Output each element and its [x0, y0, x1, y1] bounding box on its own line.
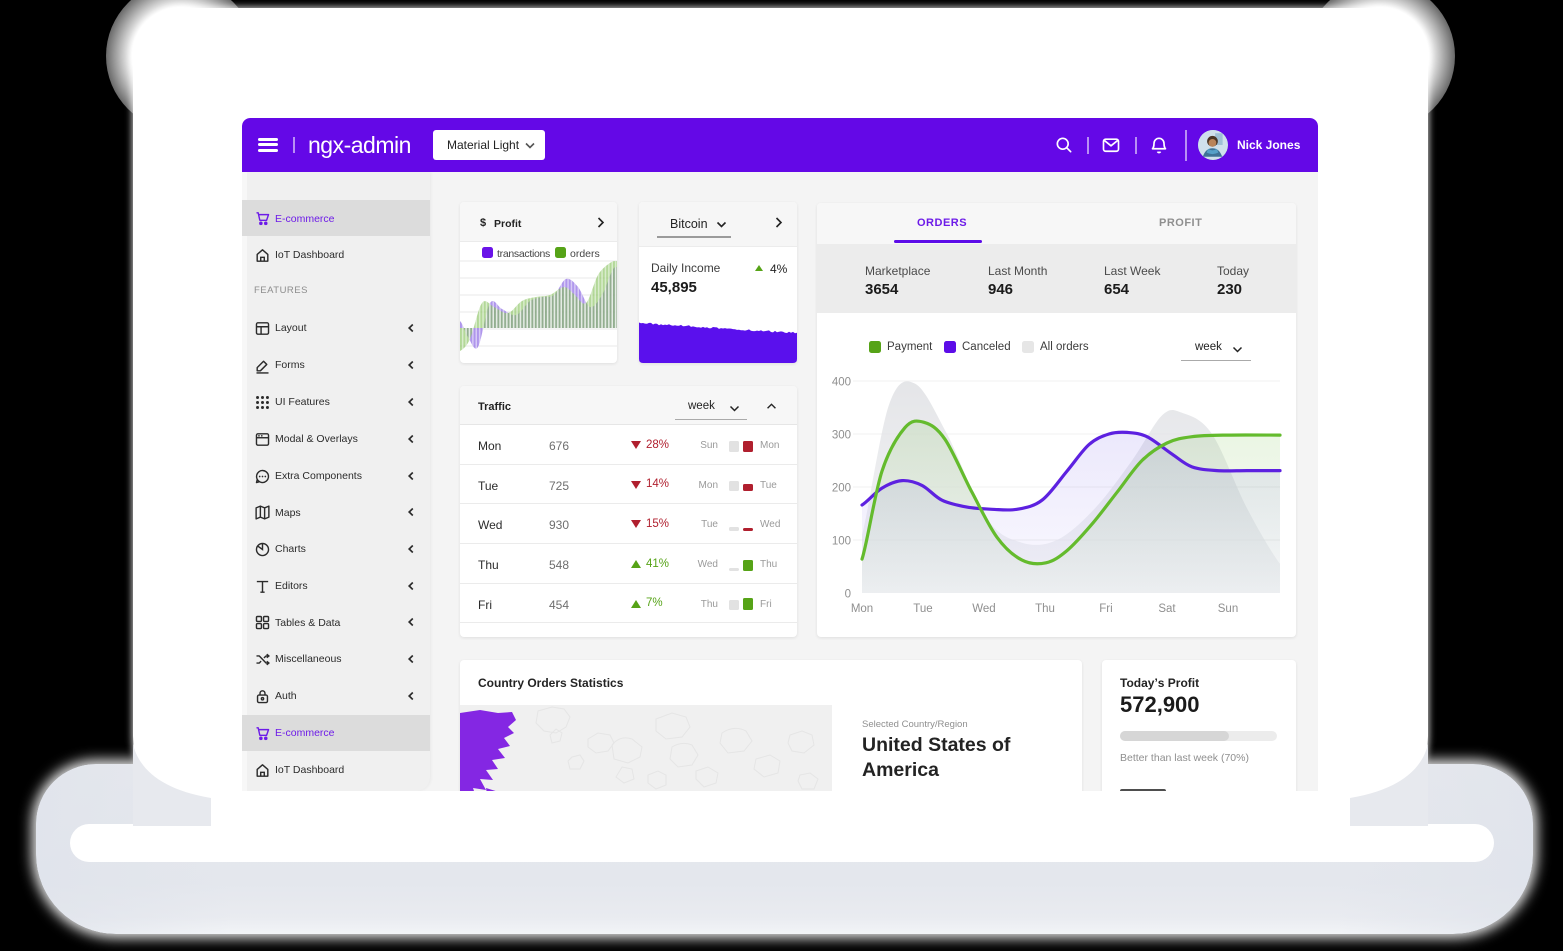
svg-text:Mon: Mon [851, 603, 873, 613]
svg-text:Tue: Tue [913, 603, 932, 613]
svg-text:0: 0 [845, 589, 851, 601]
svg-text:300: 300 [832, 430, 851, 442]
svg-text:Wed: Wed [972, 603, 995, 613]
svg-text:Sun: Sun [1218, 603, 1238, 613]
svg-text:100: 100 [832, 536, 851, 548]
svg-text:Sat: Sat [1158, 603, 1176, 613]
svg-text:400: 400 [832, 377, 851, 389]
svg-text:200: 200 [832, 483, 851, 495]
svg-text:Thu: Thu [1035, 603, 1055, 613]
svg-text:Fri: Fri [1099, 603, 1112, 613]
